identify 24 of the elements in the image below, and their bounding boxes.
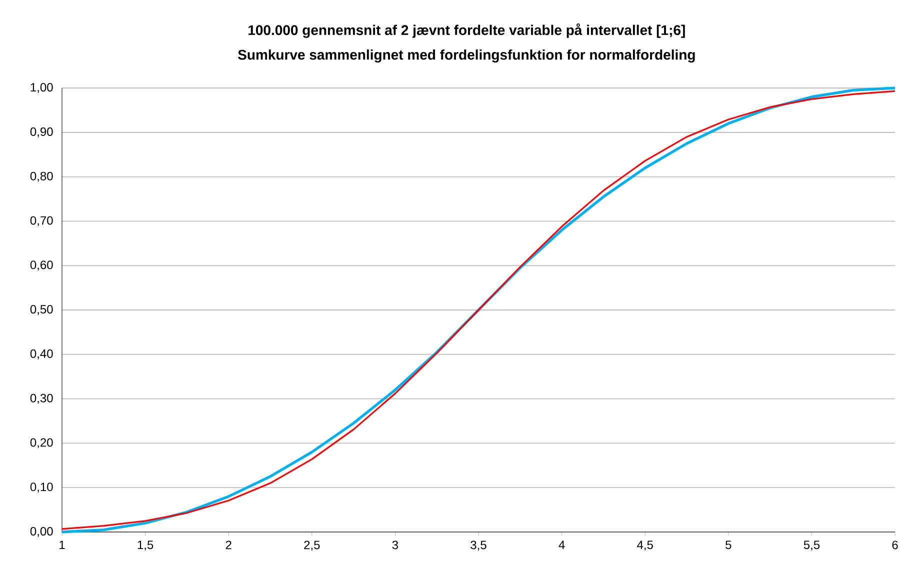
y-tick-label: 0,30	[30, 394, 53, 404]
x-tick-label: 3,5	[470, 540, 486, 551]
y-tick-label: 0,50	[30, 305, 53, 315]
x-tick-label: 1,5	[138, 540, 154, 550]
y-tick-label: 0,00	[30, 527, 53, 537]
chart-title: 100.000 gennemsnit af 2 jævnt fordelte variable på intervallet [1;6]	[248, 23, 685, 38]
x-tick-label: 1	[60, 540, 65, 549]
x-tick-label: 3	[392, 540, 398, 550]
x-tick-label: 2,5	[304, 540, 320, 551]
x-tick-label: 5	[726, 540, 732, 550]
y-tick-label: 0,40	[30, 349, 53, 360]
y-tick-label: 0,20	[30, 438, 53, 448]
y-tick-label: 0,60	[30, 260, 53, 271]
x-tick-label: 5,5	[804, 540, 820, 550]
x-tick-label: 4	[558, 540, 565, 549]
y-tick-label: 0,70	[30, 216, 53, 226]
x-tick-label: 6	[892, 540, 898, 550]
y-tick-label: 0,10	[30, 482, 53, 493]
chart-subtitle: Sumkurve sammenlignet med fordelingsfunktion for normalfordeling	[238, 49, 695, 63]
y-tick-label: 0,80	[30, 172, 53, 182]
x-tick-label: 2	[226, 540, 232, 550]
x-tick-label: 4,5	[637, 540, 653, 550]
y-tick-label: 0,90	[30, 127, 53, 138]
y-tick-label: 1,00	[30, 83, 53, 93]
